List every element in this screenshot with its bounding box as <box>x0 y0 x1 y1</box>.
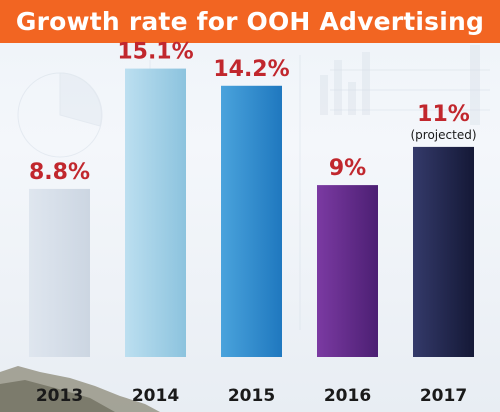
bar-2015 <box>221 85 282 357</box>
value-label-2015: 14.2% <box>213 57 289 82</box>
bar-2013 <box>29 188 90 357</box>
bar-2017 <box>413 146 474 357</box>
value-label-2014: 15.1% <box>117 40 193 65</box>
annotation-2017: (projected) <box>410 128 476 142</box>
value-label-2013: 8.8% <box>29 160 90 185</box>
bar-2016 <box>317 185 378 357</box>
title-banner: Growth rate for OOH Advertising <box>0 0 500 43</box>
bar-2014 <box>125 68 186 357</box>
chart-title: Growth rate for OOH Advertising <box>15 7 485 36</box>
x-tick-label-2016: 2016 <box>324 386 371 406</box>
x-tick-label-2013: 2013 <box>36 386 83 406</box>
value-label-2016: 9% <box>329 156 366 181</box>
x-tick-label-2017: 2017 <box>420 386 467 406</box>
x-tick-label-2015: 2015 <box>228 386 275 406</box>
value-label-2017: 11% <box>417 102 470 127</box>
x-tick-label-2014: 2014 <box>132 386 179 406</box>
